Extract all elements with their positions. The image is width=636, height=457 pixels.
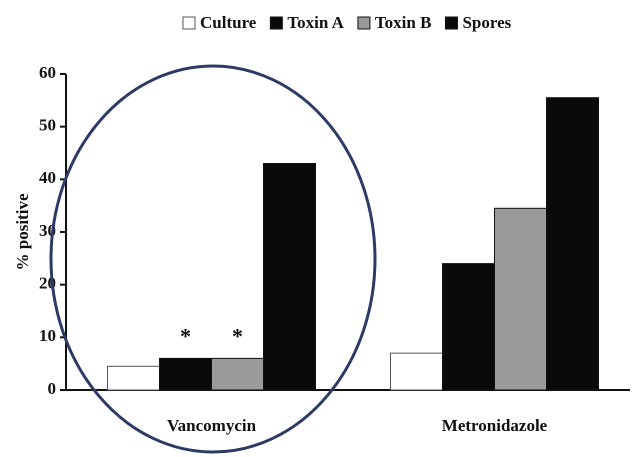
legend-swatch bbox=[269, 16, 283, 30]
annotation: * bbox=[180, 323, 191, 348]
legend-label: Toxin A bbox=[287, 13, 344, 32]
y-axis-label: % positive bbox=[13, 193, 32, 270]
legend-label: Spores bbox=[462, 13, 511, 32]
y-tick-label: 40 bbox=[39, 168, 56, 187]
highlight-ellipse bbox=[49, 64, 377, 454]
bar bbox=[159, 357, 212, 391]
legend-swatch bbox=[182, 16, 196, 30]
x-tick-label: Metronidazole bbox=[442, 416, 548, 435]
bar bbox=[494, 207, 547, 391]
legend-swatch bbox=[357, 16, 371, 30]
y-tick-label: 0 bbox=[48, 379, 57, 398]
annotation: * bbox=[232, 323, 243, 348]
legend-swatch bbox=[444, 16, 458, 30]
y-tick-label: 60 bbox=[39, 63, 56, 82]
bar bbox=[211, 357, 264, 391]
bar bbox=[263, 163, 316, 391]
bar bbox=[546, 97, 599, 391]
y-tick-label: 50 bbox=[39, 116, 56, 135]
bar bbox=[442, 263, 495, 391]
bar bbox=[107, 365, 160, 391]
x-tick-label: Vancomycin bbox=[167, 416, 257, 435]
legend-label: Culture bbox=[200, 13, 257, 32]
legend-label: Toxin B bbox=[375, 13, 432, 32]
y-tick-label: 10 bbox=[39, 326, 56, 345]
bar bbox=[390, 352, 443, 391]
